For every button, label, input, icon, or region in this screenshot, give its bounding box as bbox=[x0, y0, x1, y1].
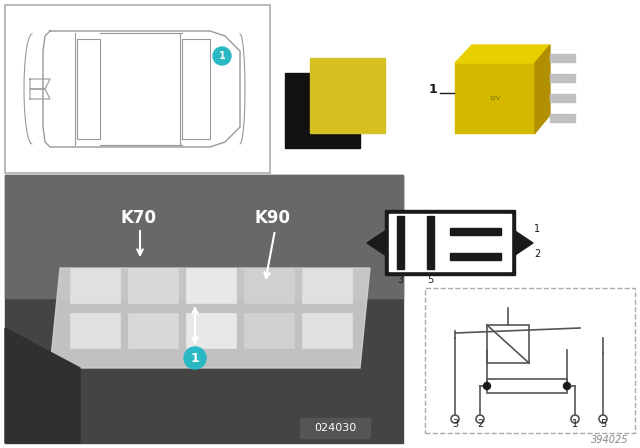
Bar bbox=[550, 114, 575, 122]
Bar bbox=[450, 228, 501, 235]
Text: 3: 3 bbox=[452, 419, 458, 429]
Bar bbox=[186, 313, 236, 348]
Polygon shape bbox=[535, 45, 550, 133]
Bar bbox=[427, 216, 434, 269]
Bar bbox=[244, 313, 294, 348]
Bar bbox=[450, 253, 501, 260]
Polygon shape bbox=[50, 268, 370, 368]
Bar bbox=[70, 313, 120, 348]
Bar bbox=[302, 313, 352, 348]
Bar bbox=[425, 288, 635, 433]
Text: 2: 2 bbox=[477, 419, 483, 429]
Bar bbox=[285, 73, 360, 148]
Bar bbox=[385, 210, 515, 275]
Bar bbox=[397, 216, 404, 269]
Text: 2: 2 bbox=[534, 249, 540, 259]
Bar bbox=[310, 58, 385, 133]
Text: 1: 1 bbox=[219, 51, 225, 61]
Bar bbox=[244, 268, 294, 303]
Polygon shape bbox=[455, 45, 550, 63]
Bar bbox=[5, 175, 403, 443]
Polygon shape bbox=[367, 231, 385, 255]
Text: 1: 1 bbox=[572, 419, 578, 429]
Polygon shape bbox=[515, 231, 533, 255]
Bar bbox=[70, 268, 120, 303]
Bar bbox=[128, 313, 178, 348]
Text: 1: 1 bbox=[191, 352, 200, 365]
Bar bbox=[389, 214, 511, 271]
Bar bbox=[487, 325, 529, 363]
Bar bbox=[300, 418, 370, 438]
Circle shape bbox=[213, 47, 231, 65]
Bar bbox=[550, 94, 575, 102]
Bar bbox=[550, 74, 575, 82]
Text: 5: 5 bbox=[427, 275, 433, 285]
Text: 3: 3 bbox=[397, 275, 403, 285]
Polygon shape bbox=[5, 328, 80, 443]
Bar bbox=[302, 268, 352, 303]
Text: 12V: 12V bbox=[490, 95, 500, 100]
Text: 5: 5 bbox=[600, 419, 606, 429]
Bar bbox=[5, 5, 270, 173]
Circle shape bbox=[563, 383, 570, 389]
Text: 024030: 024030 bbox=[314, 423, 356, 433]
Bar bbox=[186, 268, 236, 303]
Bar bbox=[128, 268, 178, 303]
Circle shape bbox=[483, 383, 490, 389]
Text: K70: K70 bbox=[120, 209, 156, 227]
Bar bbox=[487, 379, 567, 393]
Bar bbox=[455, 63, 535, 133]
Text: 1: 1 bbox=[429, 83, 437, 96]
Bar bbox=[5, 175, 403, 298]
Bar bbox=[550, 54, 575, 62]
Text: 1: 1 bbox=[534, 224, 540, 234]
Text: 394025: 394025 bbox=[591, 435, 628, 445]
Circle shape bbox=[184, 347, 206, 369]
Text: K90: K90 bbox=[255, 209, 291, 227]
